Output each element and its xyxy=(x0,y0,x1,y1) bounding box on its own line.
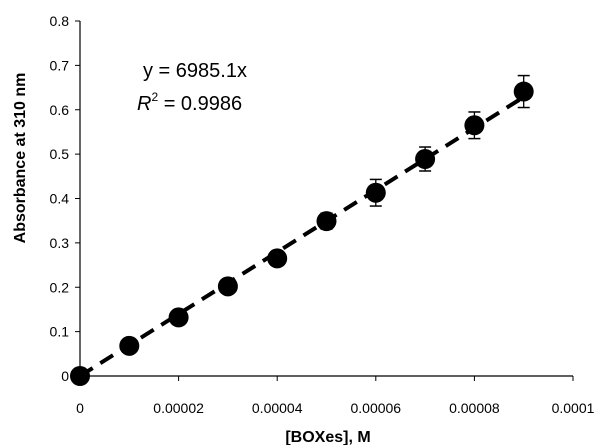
x-axis-ticks: 0 0.00002 0.00004 0.00006 0.00008 0.0001 xyxy=(76,376,595,416)
x-tick-label: 0.00008 xyxy=(449,400,500,416)
y-tick-label: 0.4 xyxy=(50,191,70,207)
y-tick-label: 0.3 xyxy=(50,235,70,251)
data-point xyxy=(415,149,436,170)
data-point xyxy=(513,81,534,102)
y-tick-label: 0.5 xyxy=(50,146,70,162)
y-tick-label: 0.2 xyxy=(50,279,70,295)
y-tick-label: 0 xyxy=(61,368,69,384)
r-squared-label: R2 = 0.9986 xyxy=(137,90,242,115)
data-point xyxy=(365,182,386,203)
data-point xyxy=(267,248,288,269)
data-point xyxy=(70,366,90,386)
x-tick-label: 0.00006 xyxy=(350,400,401,416)
x-tick-label: 0.0001 xyxy=(552,400,595,416)
data-point xyxy=(217,276,238,297)
y-tick-label: 0.7 xyxy=(50,57,70,73)
x-tick-label: 0.00002 xyxy=(153,400,204,416)
y-tick-label: 0.6 xyxy=(50,102,70,118)
x-tick-label: 0.00004 xyxy=(252,400,303,416)
data-point xyxy=(464,115,485,136)
y-axis-ticks: 0 0.1 0.2 0.3 0.4 0.5 0.6 0.7 0.8 xyxy=(50,13,80,384)
data-points xyxy=(70,74,534,386)
x-axis-title: [BOXes], M xyxy=(285,429,370,445)
x-tick-label: 0 xyxy=(76,400,84,416)
r-squared-value: = 0.9986 xyxy=(158,93,242,115)
data-point xyxy=(168,307,189,328)
trendline-path xyxy=(78,95,525,378)
r-squared-symbol: R xyxy=(137,93,151,115)
y-tick-label: 0.8 xyxy=(50,13,70,29)
trendline xyxy=(78,95,525,378)
trendline-equation: y = 6985.1x xyxy=(143,60,247,82)
y-tick-label: 0.1 xyxy=(50,324,70,340)
y-axis-title: Absorbance at 310 nm xyxy=(12,73,29,244)
r-squared-exponent: 2 xyxy=(151,90,158,104)
data-point xyxy=(119,335,140,356)
data-point xyxy=(316,211,337,232)
